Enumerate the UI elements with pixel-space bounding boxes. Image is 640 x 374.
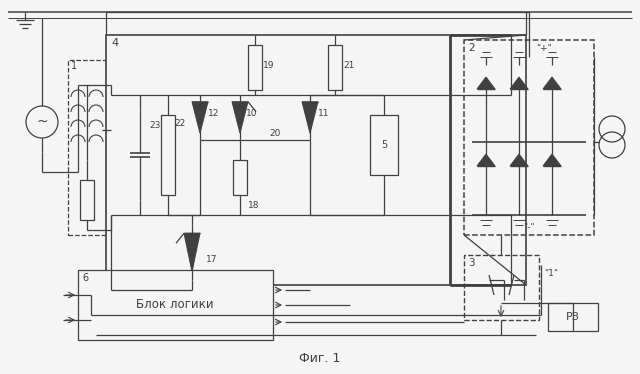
Text: 3: 3 bbox=[468, 258, 475, 268]
Polygon shape bbox=[510, 154, 528, 166]
Text: 11: 11 bbox=[318, 108, 330, 117]
Bar bbox=[161, 115, 175, 195]
Polygon shape bbox=[510, 77, 528, 89]
Bar bbox=[328, 45, 342, 90]
Text: 20: 20 bbox=[269, 129, 281, 138]
Polygon shape bbox=[192, 102, 208, 133]
Bar bbox=[464, 40, 594, 235]
Text: "-": "-" bbox=[524, 223, 535, 232]
Text: ~: ~ bbox=[36, 115, 48, 129]
Text: Блок логики: Блок логики bbox=[136, 298, 214, 312]
Text: 2: 2 bbox=[468, 43, 475, 53]
Text: 21: 21 bbox=[343, 61, 355, 70]
Text: "1": "1" bbox=[544, 269, 558, 278]
Text: 23: 23 bbox=[149, 120, 161, 129]
Text: 19: 19 bbox=[263, 61, 275, 70]
Polygon shape bbox=[543, 154, 561, 166]
Text: 17: 17 bbox=[206, 255, 218, 264]
Bar bbox=[464, 255, 539, 320]
Text: 1: 1 bbox=[71, 61, 77, 71]
Text: 5: 5 bbox=[381, 140, 387, 150]
Bar bbox=[68, 60, 106, 235]
Text: 4: 4 bbox=[111, 38, 118, 48]
Text: "+": "+" bbox=[536, 43, 552, 52]
Text: 22: 22 bbox=[174, 119, 186, 128]
Polygon shape bbox=[477, 77, 495, 89]
Bar bbox=[370, 115, 398, 175]
Bar bbox=[233, 160, 247, 195]
Polygon shape bbox=[477, 154, 495, 166]
Text: 6: 6 bbox=[82, 273, 88, 283]
Text: 12: 12 bbox=[208, 108, 220, 117]
Bar bbox=[548, 303, 598, 331]
Polygon shape bbox=[543, 77, 561, 89]
Text: РЗ: РЗ bbox=[566, 312, 580, 322]
Bar bbox=[248, 45, 262, 90]
Text: 18: 18 bbox=[248, 200, 260, 209]
Polygon shape bbox=[184, 233, 200, 272]
Bar bbox=[78, 270, 273, 340]
Text: 10: 10 bbox=[246, 108, 258, 117]
Polygon shape bbox=[232, 102, 248, 133]
Polygon shape bbox=[302, 102, 318, 133]
Text: Фиг. 1: Фиг. 1 bbox=[300, 352, 340, 365]
Bar bbox=[106, 35, 526, 285]
Bar bbox=[80, 180, 94, 220]
